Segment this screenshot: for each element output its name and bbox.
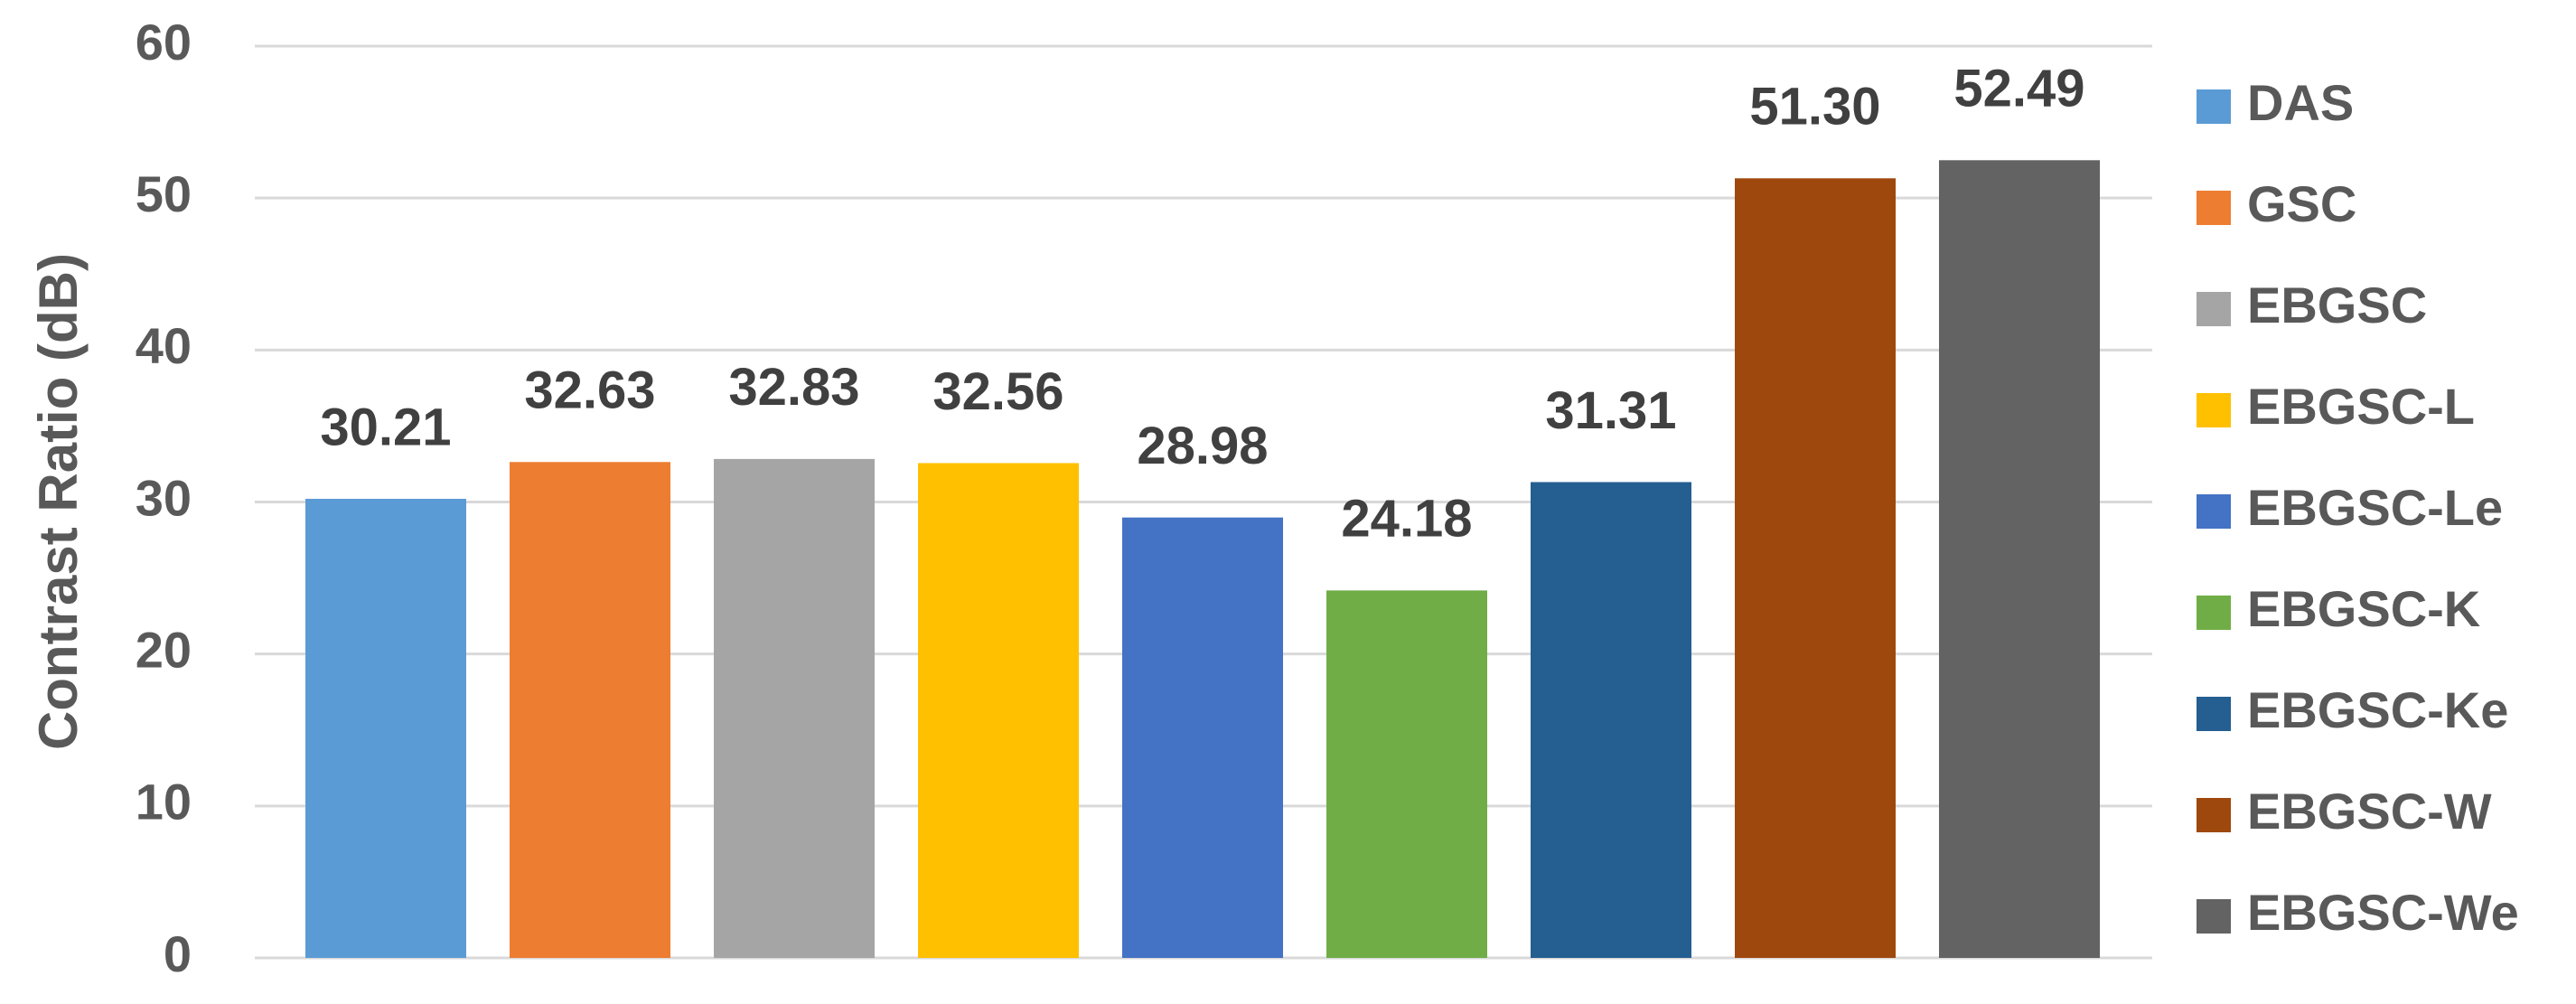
y-tick-label: 40 [136,317,192,374]
legend-label: EBGSC-Le [2247,479,2503,536]
bar [1735,178,1896,958]
legend-label: EBGSC-K [2247,580,2480,637]
legend-label: DAS [2247,74,2354,131]
legend-label: EBGSC [2247,277,2427,333]
value-label: 31.31 [1545,381,1676,440]
legend-label: EBGSC-Ke [2247,681,2508,738]
value-label: 52.49 [1953,60,2084,118]
value-label: 32.63 [524,361,655,420]
legend-label: GSC [2247,175,2356,232]
value-label: 30.21 [320,398,451,456]
y-tick-label: 60 [136,14,192,70]
bar [305,498,466,958]
legend-swatch [2197,89,2231,124]
legend-swatch [2197,596,2231,630]
y-tick-label: 20 [136,621,192,678]
legend-swatch [2197,798,2231,832]
value-label: 51.30 [1749,78,1880,136]
legend-label: EBGSC-L [2247,378,2475,435]
bar [918,463,1079,958]
legend-swatch [2197,697,2231,731]
bar [714,458,875,959]
legend-label: EBGSC-W [2247,783,2492,840]
value-label: 32.56 [932,362,1063,421]
y-tick-label: 0 [164,925,192,982]
bar [1326,590,1487,958]
y-tick-label: 10 [136,774,192,830]
legend-swatch [2197,191,2231,225]
legend-label: EBGSC-We [2247,884,2519,941]
value-label: 24.18 [1341,490,1472,549]
legend-swatch [2197,494,2231,529]
value-label: 32.83 [728,358,859,417]
legend-swatch [2197,899,2231,934]
legend-swatch [2197,393,2231,427]
bar [1531,482,1691,958]
bar [1939,160,2100,959]
bar [1122,517,1283,958]
bar [510,462,670,958]
value-label: 28.98 [1137,417,1268,475]
legend-swatch [2197,292,2231,326]
y-tick-label: 30 [136,469,192,526]
y-axis-title: Contrast Ratio (dB) [28,253,89,750]
y-tick-label: 50 [136,165,192,222]
